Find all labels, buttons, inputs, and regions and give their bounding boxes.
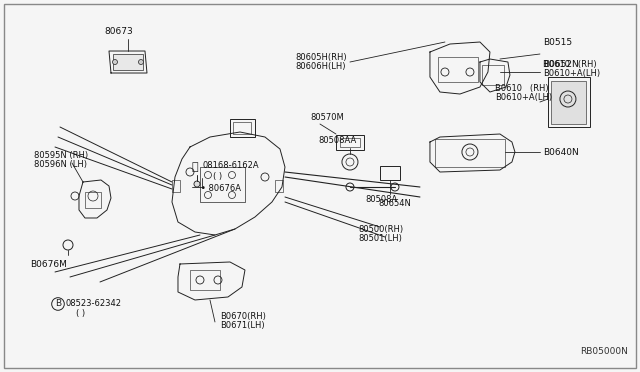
Text: B0670(RH): B0670(RH) [220,312,266,321]
Circle shape [194,181,200,187]
Text: 80508AA: 80508AA [318,135,356,144]
Text: B0652N: B0652N [543,60,579,68]
Bar [113,54,143,70]
Text: B0610+A(LH): B0610+A(LH) [543,68,600,77]
Bar [548,77,590,127]
Bar [233,122,251,134]
Text: 80596N (LH): 80596N (LH) [34,160,87,169]
Bar [435,139,505,167]
Bar [551,81,586,124]
Bar [200,167,245,202]
Bar [340,138,360,147]
Text: ( ): ( ) [76,310,85,318]
Bar [230,119,255,137]
Text: 08523-62342: 08523-62342 [66,299,122,308]
Bar [438,57,478,82]
Text: B0610+A(LH): B0610+A(LH) [495,93,552,102]
Text: Ⓢ: Ⓢ [191,162,198,172]
Text: 80606H(LH): 80606H(LH) [295,61,346,71]
Circle shape [113,60,118,64]
Bar [190,270,220,290]
Text: 80673: 80673 [104,26,132,35]
Circle shape [138,60,143,64]
Text: B0640N: B0640N [543,148,579,157]
Text: B0610   (RH): B0610 (RH) [495,83,548,93]
Text: B0515: B0515 [543,38,572,46]
Bar [380,166,400,180]
Text: 80500(RH): 80500(RH) [358,225,403,234]
Bar [336,135,364,150]
Text: 80654N: 80654N [378,199,411,208]
Text: ( ): ( ) [213,171,222,180]
Text: 80605H(RH): 80605H(RH) [295,52,347,61]
Text: 80501(LH): 80501(LH) [358,234,402,244]
Text: 80508A: 80508A [365,196,397,205]
Bar [275,180,283,192]
Text: 08168-6162A: 08168-6162A [203,160,260,170]
Text: B0671(LH): B0671(LH) [220,321,264,330]
Text: 80570M: 80570M [310,112,344,122]
Bar [85,192,101,208]
Text: B0610   (RH): B0610 (RH) [543,60,596,68]
Text: B: B [55,299,61,308]
Text: RB05000N: RB05000N [580,347,628,356]
Text: B0676M: B0676M [30,260,67,269]
Text: 80595N (RH): 80595N (RH) [34,151,88,160]
Bar [172,180,180,192]
Text: • 80676A: • 80676A [201,185,241,193]
Bar [482,65,504,85]
